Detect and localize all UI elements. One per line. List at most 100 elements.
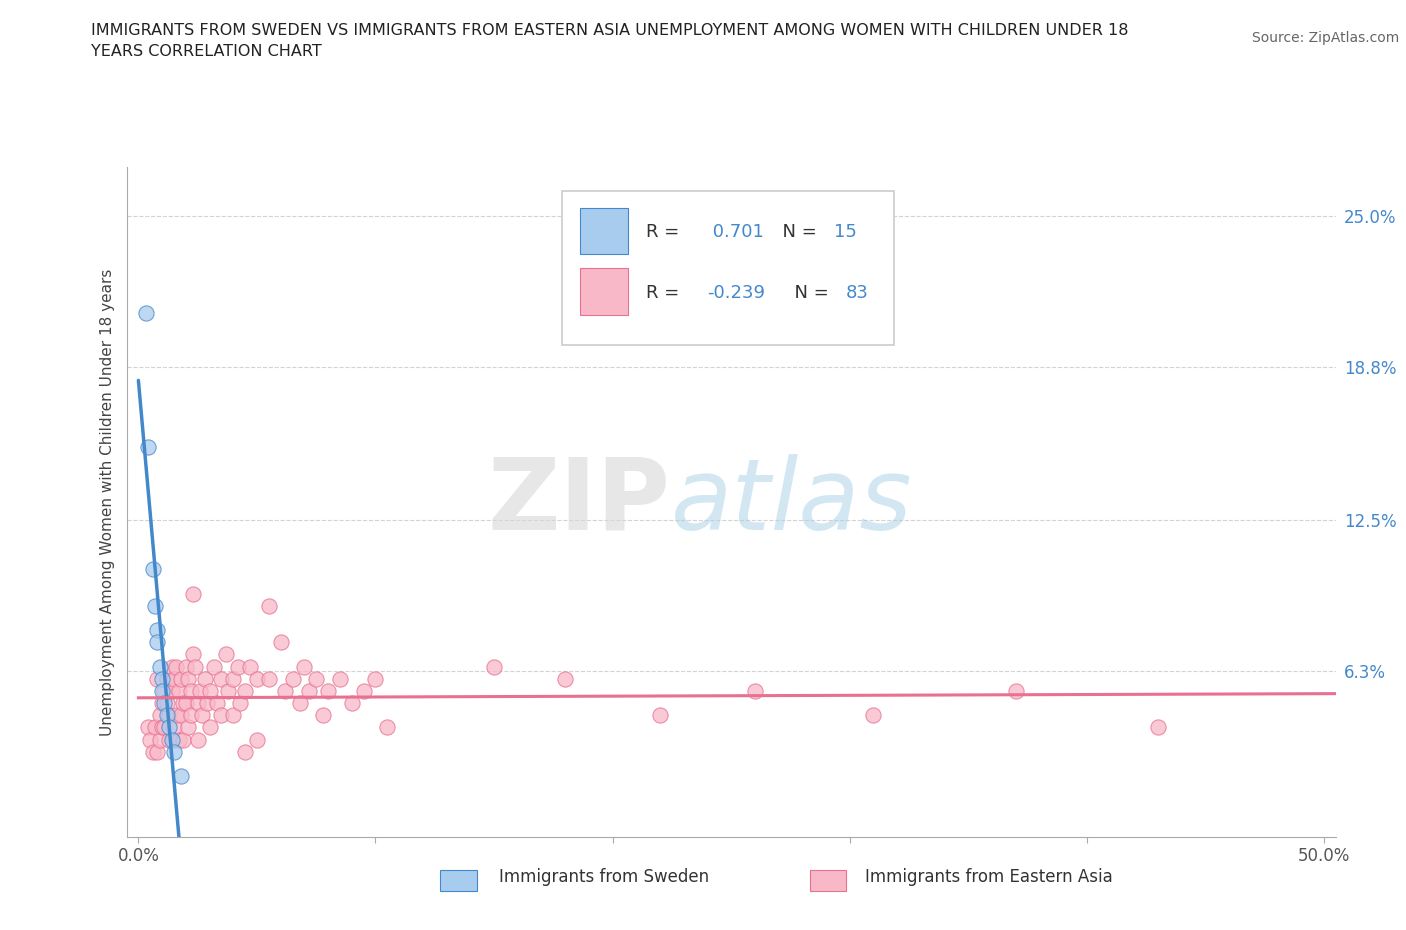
- Point: [153, 684, 176, 698]
- Point: [209, 671, 232, 686]
- Text: N =: N =: [770, 223, 823, 242]
- Point: [172, 732, 194, 747]
- Point: [202, 659, 225, 674]
- Point: [281, 671, 304, 686]
- Point: [150, 671, 173, 686]
- Y-axis label: Unemployment Among Women with Children Under 18 years: Unemployment Among Women with Children U…: [100, 269, 115, 736]
- Point: [143, 720, 166, 735]
- Point: [146, 744, 169, 759]
- Point: [353, 684, 375, 698]
- Point: [188, 684, 211, 698]
- Point: [246, 732, 269, 747]
- Point: [233, 744, 256, 759]
- Point: [180, 684, 202, 698]
- Point: [174, 659, 197, 674]
- Point: [160, 659, 183, 674]
- Point: [222, 708, 245, 723]
- Point: [177, 720, 200, 735]
- Point: [257, 671, 280, 686]
- Point: [153, 720, 176, 735]
- Point: [136, 720, 159, 735]
- Point: [648, 708, 671, 723]
- Point: [554, 671, 576, 686]
- Point: [187, 696, 209, 711]
- Point: [146, 671, 169, 686]
- Point: [149, 732, 172, 747]
- Point: [167, 732, 190, 747]
- Text: R =: R =: [647, 223, 686, 242]
- Point: [156, 671, 179, 686]
- Point: [226, 659, 249, 674]
- Point: [134, 306, 156, 321]
- Point: [163, 720, 186, 735]
- Text: 15: 15: [834, 223, 856, 242]
- Point: [150, 684, 173, 698]
- Point: [195, 696, 218, 711]
- Point: [229, 696, 252, 711]
- Point: [205, 696, 228, 711]
- Point: [257, 598, 280, 613]
- Point: [298, 684, 321, 698]
- Point: [160, 684, 183, 698]
- Point: [218, 684, 240, 698]
- Point: [312, 708, 335, 723]
- Text: atlas: atlas: [671, 454, 912, 551]
- Point: [191, 708, 214, 723]
- Text: R =: R =: [647, 284, 686, 301]
- Point: [246, 671, 269, 686]
- Point: [198, 720, 221, 735]
- Point: [316, 684, 339, 698]
- Point: [233, 684, 256, 698]
- Point: [157, 720, 180, 735]
- Point: [146, 622, 169, 637]
- Point: [177, 671, 200, 686]
- Point: [222, 671, 245, 686]
- Point: [156, 708, 179, 723]
- Text: Immigrants from Sweden: Immigrants from Sweden: [499, 868, 709, 885]
- Text: YEARS CORRELATION CHART: YEARS CORRELATION CHART: [91, 44, 322, 59]
- Point: [149, 659, 172, 674]
- Point: [180, 708, 202, 723]
- Text: N =: N =: [783, 284, 835, 301]
- Point: [184, 659, 207, 674]
- Point: [142, 744, 165, 759]
- Point: [288, 696, 311, 711]
- Point: [157, 732, 180, 747]
- Point: [160, 732, 183, 747]
- Point: [187, 732, 209, 747]
- Text: 0.701: 0.701: [707, 223, 763, 242]
- Point: [163, 744, 186, 759]
- Point: [375, 720, 398, 735]
- Text: -0.239: -0.239: [707, 284, 765, 301]
- Text: Source: ZipAtlas.com: Source: ZipAtlas.com: [1251, 31, 1399, 45]
- Point: [174, 696, 197, 711]
- FancyBboxPatch shape: [581, 207, 628, 255]
- Point: [157, 708, 180, 723]
- Point: [163, 671, 186, 686]
- Point: [181, 586, 204, 601]
- Text: 83: 83: [846, 284, 869, 301]
- Point: [170, 769, 193, 784]
- Point: [153, 696, 176, 711]
- Point: [270, 635, 292, 650]
- Point: [292, 659, 315, 674]
- Point: [150, 720, 173, 735]
- Point: [1004, 684, 1026, 698]
- Point: [198, 684, 221, 698]
- Point: [149, 708, 172, 723]
- FancyBboxPatch shape: [581, 268, 628, 314]
- Point: [139, 732, 162, 747]
- Point: [146, 635, 169, 650]
- Point: [170, 671, 193, 686]
- Point: [364, 671, 387, 686]
- Point: [209, 708, 232, 723]
- Text: Immigrants from Eastern Asia: Immigrants from Eastern Asia: [865, 868, 1112, 885]
- Point: [329, 671, 352, 686]
- Point: [239, 659, 262, 674]
- Text: IMMIGRANTS FROM SWEDEN VS IMMIGRANTS FROM EASTERN ASIA UNEMPLOYMENT AMONG WOMEN : IMMIGRANTS FROM SWEDEN VS IMMIGRANTS FRO…: [91, 23, 1129, 38]
- Point: [274, 684, 297, 698]
- Point: [150, 696, 173, 711]
- Point: [340, 696, 363, 711]
- Point: [142, 562, 165, 577]
- Point: [744, 684, 766, 698]
